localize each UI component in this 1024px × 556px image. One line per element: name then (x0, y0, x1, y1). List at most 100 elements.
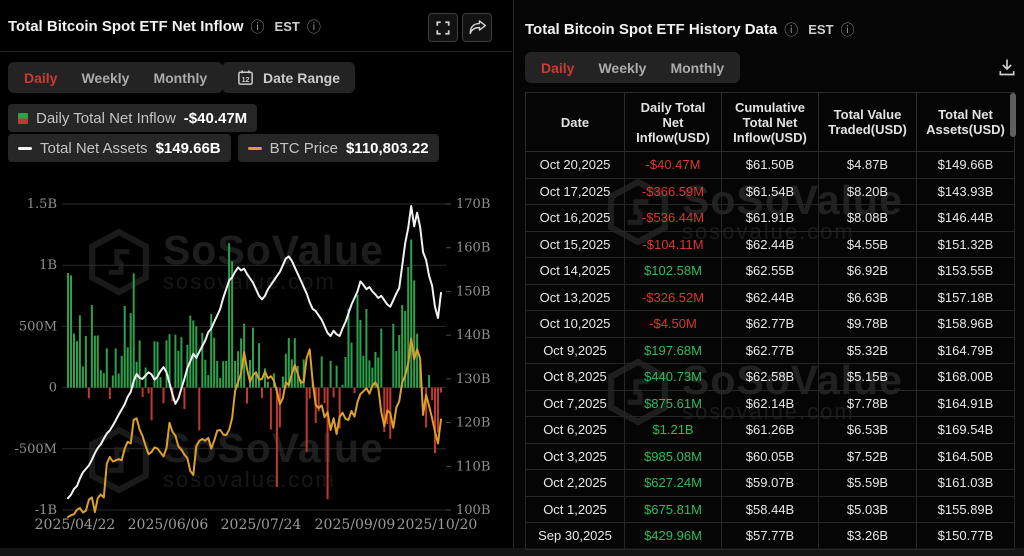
tab-weekly[interactable]: Weekly (81, 69, 130, 86)
date-range-button[interactable]: 12 Date Range (222, 62, 356, 93)
value-traded-cell: $4.87B (818, 151, 917, 179)
daily-inflow-cell: -$326.52M (624, 283, 722, 311)
daily-inflow-cell: -$4.50M (624, 310, 722, 338)
value-traded-cell: $6.63B (818, 283, 917, 311)
table-row: Oct 6,2025 $1.21B $61.26B $6.53B $169.54B (525, 416, 1015, 444)
cumulative-inflow-cell: $62.44B (721, 283, 819, 311)
svg-text:150B: 150B (456, 284, 490, 299)
legend-label: BTC Price (269, 139, 338, 157)
table-row: Oct 17,2025 -$366.59M $61.54B $8.20B $143.93… (525, 177, 1015, 205)
value-traded-cell: $9.78B (818, 310, 917, 338)
fullscreen-button[interactable] (428, 13, 458, 42)
bars-series (67, 239, 442, 500)
legend-label: Daily Total Net Inflow (36, 109, 176, 127)
info-icon[interactable]: ⓘ (840, 21, 855, 38)
cumulative-inflow-cell: $62.55B (721, 257, 819, 285)
legend-row-1: Daily Total Net Inflow -$40.47M (8, 104, 258, 132)
table-row: Oct 13,2025 -$326.52M $62.44B $6.63B $157.18… (525, 283, 1015, 311)
cumulative-inflow-cell: $62.77B (721, 336, 819, 364)
net-assets-cell: $164.79B (916, 336, 1015, 364)
net-inflow-chart-panel: Total Bitcoin Spot ETF Net Inflow ⓘ EST … (0, 0, 512, 548)
download-icon (999, 59, 1015, 76)
fullscreen-icon (436, 20, 450, 35)
share-button[interactable] (462, 13, 492, 42)
date-cell: Oct 6,2025 (525, 416, 625, 444)
daily-inflow-cell: $875.61M (624, 389, 722, 417)
cumulative-inflow-cell: $59.07B (721, 469, 819, 497)
date-cell: Oct 13,2025 (525, 283, 625, 311)
net-assets-cell: $168.00B (916, 363, 1015, 391)
tab-daily[interactable]: Daily (541, 59, 575, 76)
daily-inflow-cell: -$536.44M (624, 204, 722, 232)
tab-monthly[interactable]: Monthly (670, 59, 725, 76)
date-cell: Oct 3,2025 (525, 442, 625, 470)
net-assets-line (67, 205, 442, 500)
cumulative-inflow-cell: $61.54B (721, 177, 819, 205)
svg-text:1.5B: 1.5B (27, 197, 57, 212)
cumulative-inflow-cell: $61.26B (721, 416, 819, 444)
net-assets-cell: $161.03B (916, 469, 1015, 497)
net-assets-cell: $151.32B (916, 230, 1015, 258)
col-header-value-traded: Total Value Traded(USD) (818, 92, 917, 152)
table-row: Oct 10,2025 -$4.50M $62.77B $9.78B $158.96B (525, 310, 1015, 338)
col-header-net-assets: Total Net Assets(USD) (916, 92, 1015, 152)
info-icon[interactable]: ⓘ (250, 18, 265, 35)
svg-text:12: 12 (242, 76, 250, 84)
gridlines (62, 203, 446, 511)
daily-inflow-cell: $102.58M (624, 257, 722, 285)
table-row: Oct 9,2025 $197.68M $62.77B $5.32B $164.79B (525, 336, 1015, 364)
net-assets-cell: $143.93B (916, 177, 1015, 205)
net-assets-cell: $164.91B (916, 389, 1015, 417)
timezone-label: EST (808, 22, 834, 37)
net-assets-cell: $158.96B (916, 310, 1015, 338)
daily-inflow-cell: $440.73M (624, 363, 722, 391)
svg-text:-1B: -1B (35, 503, 57, 518)
value-traded-cell: $6.53B (818, 416, 917, 444)
tab-daily[interactable]: Daily (24, 69, 58, 86)
svg-text:2025/04/22: 2025/04/22 (35, 517, 116, 533)
cumulative-inflow-cell: $61.91B (721, 204, 819, 232)
download-button[interactable] (997, 57, 1019, 79)
svg-text:2025/10/20: 2025/10/20 (397, 517, 478, 533)
net-assets-cell: $149.66B (916, 151, 1015, 179)
table-row: Sep 30,2025 $429.96M $57.77B $3.26B $150.77B (525, 522, 1015, 550)
svg-text:2025/09/09: 2025/09/09 (315, 517, 396, 533)
value-traded-cell: $8.20B (818, 177, 917, 205)
legend-total-net-assets[interactable]: Total Net Assets $149.66B (8, 134, 231, 162)
date-cell: Oct 7,2025 (525, 389, 625, 417)
cumulative-inflow-cell: $62.77B (721, 310, 819, 338)
x-axis-labels: 2025/04/22 2025/06/06 2025/07/24 2025/09/09… (35, 517, 478, 533)
right-panel-title-row: Total Bitcoin Spot ETF History Data ⓘ ES… (525, 21, 855, 38)
svg-text:120B: 120B (456, 416, 490, 431)
date-cell: Sep 30,2025 (525, 522, 625, 550)
net-assets-cell: $150.77B (916, 522, 1015, 550)
info-icon[interactable]: ⓘ (306, 18, 321, 35)
info-icon[interactable]: ⓘ (784, 21, 799, 38)
svg-text:-500M: -500M (14, 442, 57, 457)
legend-daily-net-inflow[interactable]: Daily Total Net Inflow -$40.47M (8, 104, 258, 132)
value-traded-cell: $5.03B (818, 495, 917, 523)
tab-monthly[interactable]: Monthly (153, 69, 208, 86)
net-assets-cell: $157.18B (916, 283, 1015, 311)
cumulative-inflow-cell: $60.05B (721, 442, 819, 470)
calendar-icon: 12 (238, 70, 253, 85)
table-scrollbar-thumb[interactable] (1010, 93, 1016, 137)
inflow-chart[interactable]: 1.5B1B500M0-500M-1B170B160B150B140B130B1… (0, 0, 512, 548)
history-data-panel: Total Bitcoin Spot ETF History Data ⓘ ES… (513, 0, 1024, 550)
page-title: Total Bitcoin Spot ETF Net Inflow (8, 18, 244, 35)
date-cell: Oct 1,2025 (525, 495, 625, 523)
svg-text:160B: 160B (456, 241, 490, 256)
col-header-daily-inflow: Daily Total Net Inflow(USD) (624, 92, 722, 152)
cumulative-inflow-cell: $58.44B (721, 495, 819, 523)
daily-inflow-cell: $429.96M (624, 522, 722, 550)
share-icon (469, 20, 486, 35)
tab-weekly[interactable]: Weekly (598, 59, 647, 76)
daily-inflow-cell: $1.21B (624, 416, 722, 444)
daily-inflow-cell: $675.81M (624, 495, 722, 523)
header-divider (0, 51, 512, 52)
legend-btc-price[interactable]: BTC Price $110,803.22 (237, 134, 439, 162)
timezone-label: EST (274, 19, 300, 34)
svg-text:140B: 140B (456, 328, 490, 343)
left-panel-title-row: Total Bitcoin Spot ETF Net Inflow ⓘ EST … (8, 18, 321, 35)
svg-text:130B: 130B (456, 372, 490, 387)
